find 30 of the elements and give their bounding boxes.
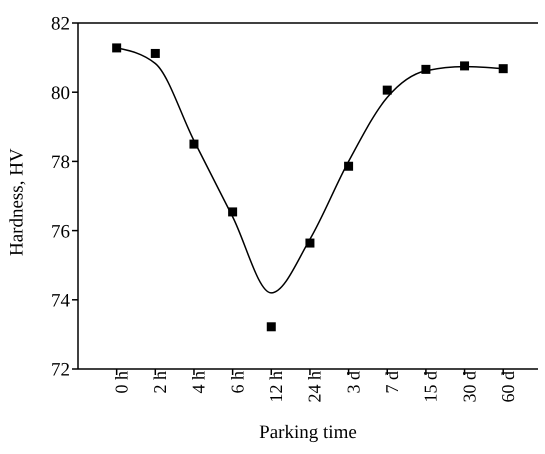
y-tick-label: 80 bbox=[51, 82, 70, 104]
y-tick-label: 72 bbox=[51, 360, 70, 381]
x-tick-label: 60 d bbox=[498, 371, 518, 402]
point bbox=[112, 43, 122, 52]
x-tick-label: 30 d bbox=[459, 371, 480, 402]
y-axis-title: Hardness, HV bbox=[6, 148, 28, 256]
point bbox=[150, 48, 160, 58]
y-tick-label: 78 bbox=[51, 152, 70, 174]
y-tick-label: 82 bbox=[51, 14, 70, 35]
y-tick-label: 76 bbox=[51, 221, 70, 242]
point bbox=[460, 61, 470, 70]
point bbox=[498, 64, 508, 74]
point bbox=[266, 322, 276, 332]
point bbox=[421, 64, 430, 74]
x-tick-label: 24 h bbox=[304, 371, 325, 402]
point bbox=[382, 86, 392, 95]
x-tick-label: 2 h bbox=[150, 371, 170, 394]
point bbox=[344, 162, 354, 171]
point bbox=[189, 140, 198, 149]
point bbox=[228, 207, 238, 216]
x-tick-label: 12 h bbox=[266, 371, 286, 402]
x-tick-label: 7 d bbox=[382, 371, 402, 394]
x-axis-title: Parking time bbox=[259, 422, 357, 443]
y-tick-label: 74 bbox=[51, 290, 70, 312]
x-tick-label: 3 d bbox=[343, 371, 364, 394]
point bbox=[305, 238, 314, 248]
x-tick-label: 0 h bbox=[111, 371, 132, 394]
x-tick-label: 4 h bbox=[188, 371, 209, 394]
x-tick-label: 15 d bbox=[420, 371, 441, 402]
x-tick-label: 6 h bbox=[227, 371, 248, 394]
